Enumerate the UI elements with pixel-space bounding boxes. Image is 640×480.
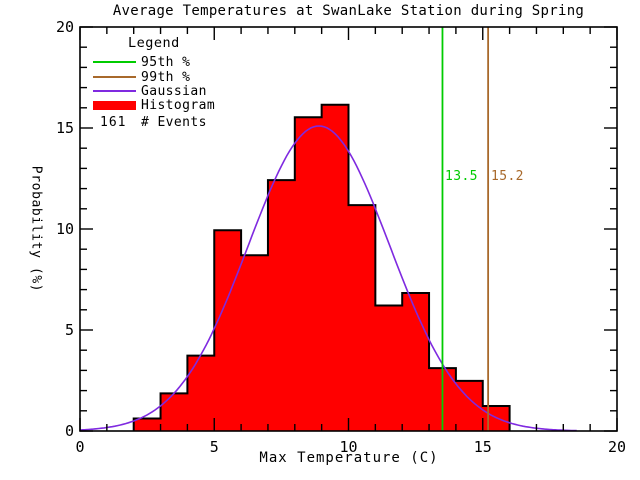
y-tick-label: 10 <box>56 220 74 238</box>
gaussian-curve <box>79 125 577 432</box>
legend-item-label: 95th % <box>141 54 191 70</box>
x-tick-label: 10 <box>339 438 357 456</box>
histogram-bars <box>133 104 510 432</box>
legend-title: Legend <box>128 35 180 51</box>
y-tick-label: 20 <box>56 18 74 36</box>
x-tick-label: 20 <box>608 438 626 456</box>
x-tick-label: 0 <box>75 438 84 456</box>
red-bar-sample <box>93 100 136 110</box>
legend-item-label: 99th % <box>141 69 191 85</box>
green-line-sample <box>93 61 136 63</box>
legend-item-histogram: Histogram <box>93 97 216 113</box>
legend-item-label: Histogram <box>141 97 216 113</box>
y-tick-label: 15 <box>56 119 74 137</box>
event-count-value: 161 <box>93 115 136 130</box>
plot-title: Average Temperatures at SwanLake Station… <box>112 3 585 19</box>
legend-item-events: 161 # Events <box>93 114 207 130</box>
purple-line-sample <box>93 90 136 92</box>
histogram-outline <box>132 103 511 431</box>
brown-line-sample <box>93 76 136 78</box>
legend-item-gaussian: Gaussian <box>93 83 207 99</box>
99th-percentile-value-label: 15.2 <box>491 169 524 184</box>
legend-item-label: # Events <box>141 114 207 130</box>
99th-percentile-line-swatch <box>93 76 136 78</box>
event-count: 161 <box>100 114 127 130</box>
y-axis-title: Probability (%) <box>28 165 44 293</box>
x-axis-title: Max Temperature (C) <box>259 450 439 466</box>
x-tick-label: 15 <box>474 438 492 456</box>
gaussian-line-swatch <box>93 90 136 92</box>
legend-item-95th: 95th % <box>93 54 191 70</box>
95th-percentile-value-label: 13.5 <box>445 169 478 184</box>
y-tick-label: 5 <box>65 321 74 339</box>
y-tick-label: 0 <box>65 422 74 440</box>
x-tick-label: 5 <box>210 438 219 456</box>
legend-item-label: Gaussian <box>141 83 207 99</box>
legend-item-99th: 99th % <box>93 69 191 85</box>
95th-percentile-line-swatch <box>93 61 136 63</box>
histogram-swatch <box>93 100 136 110</box>
